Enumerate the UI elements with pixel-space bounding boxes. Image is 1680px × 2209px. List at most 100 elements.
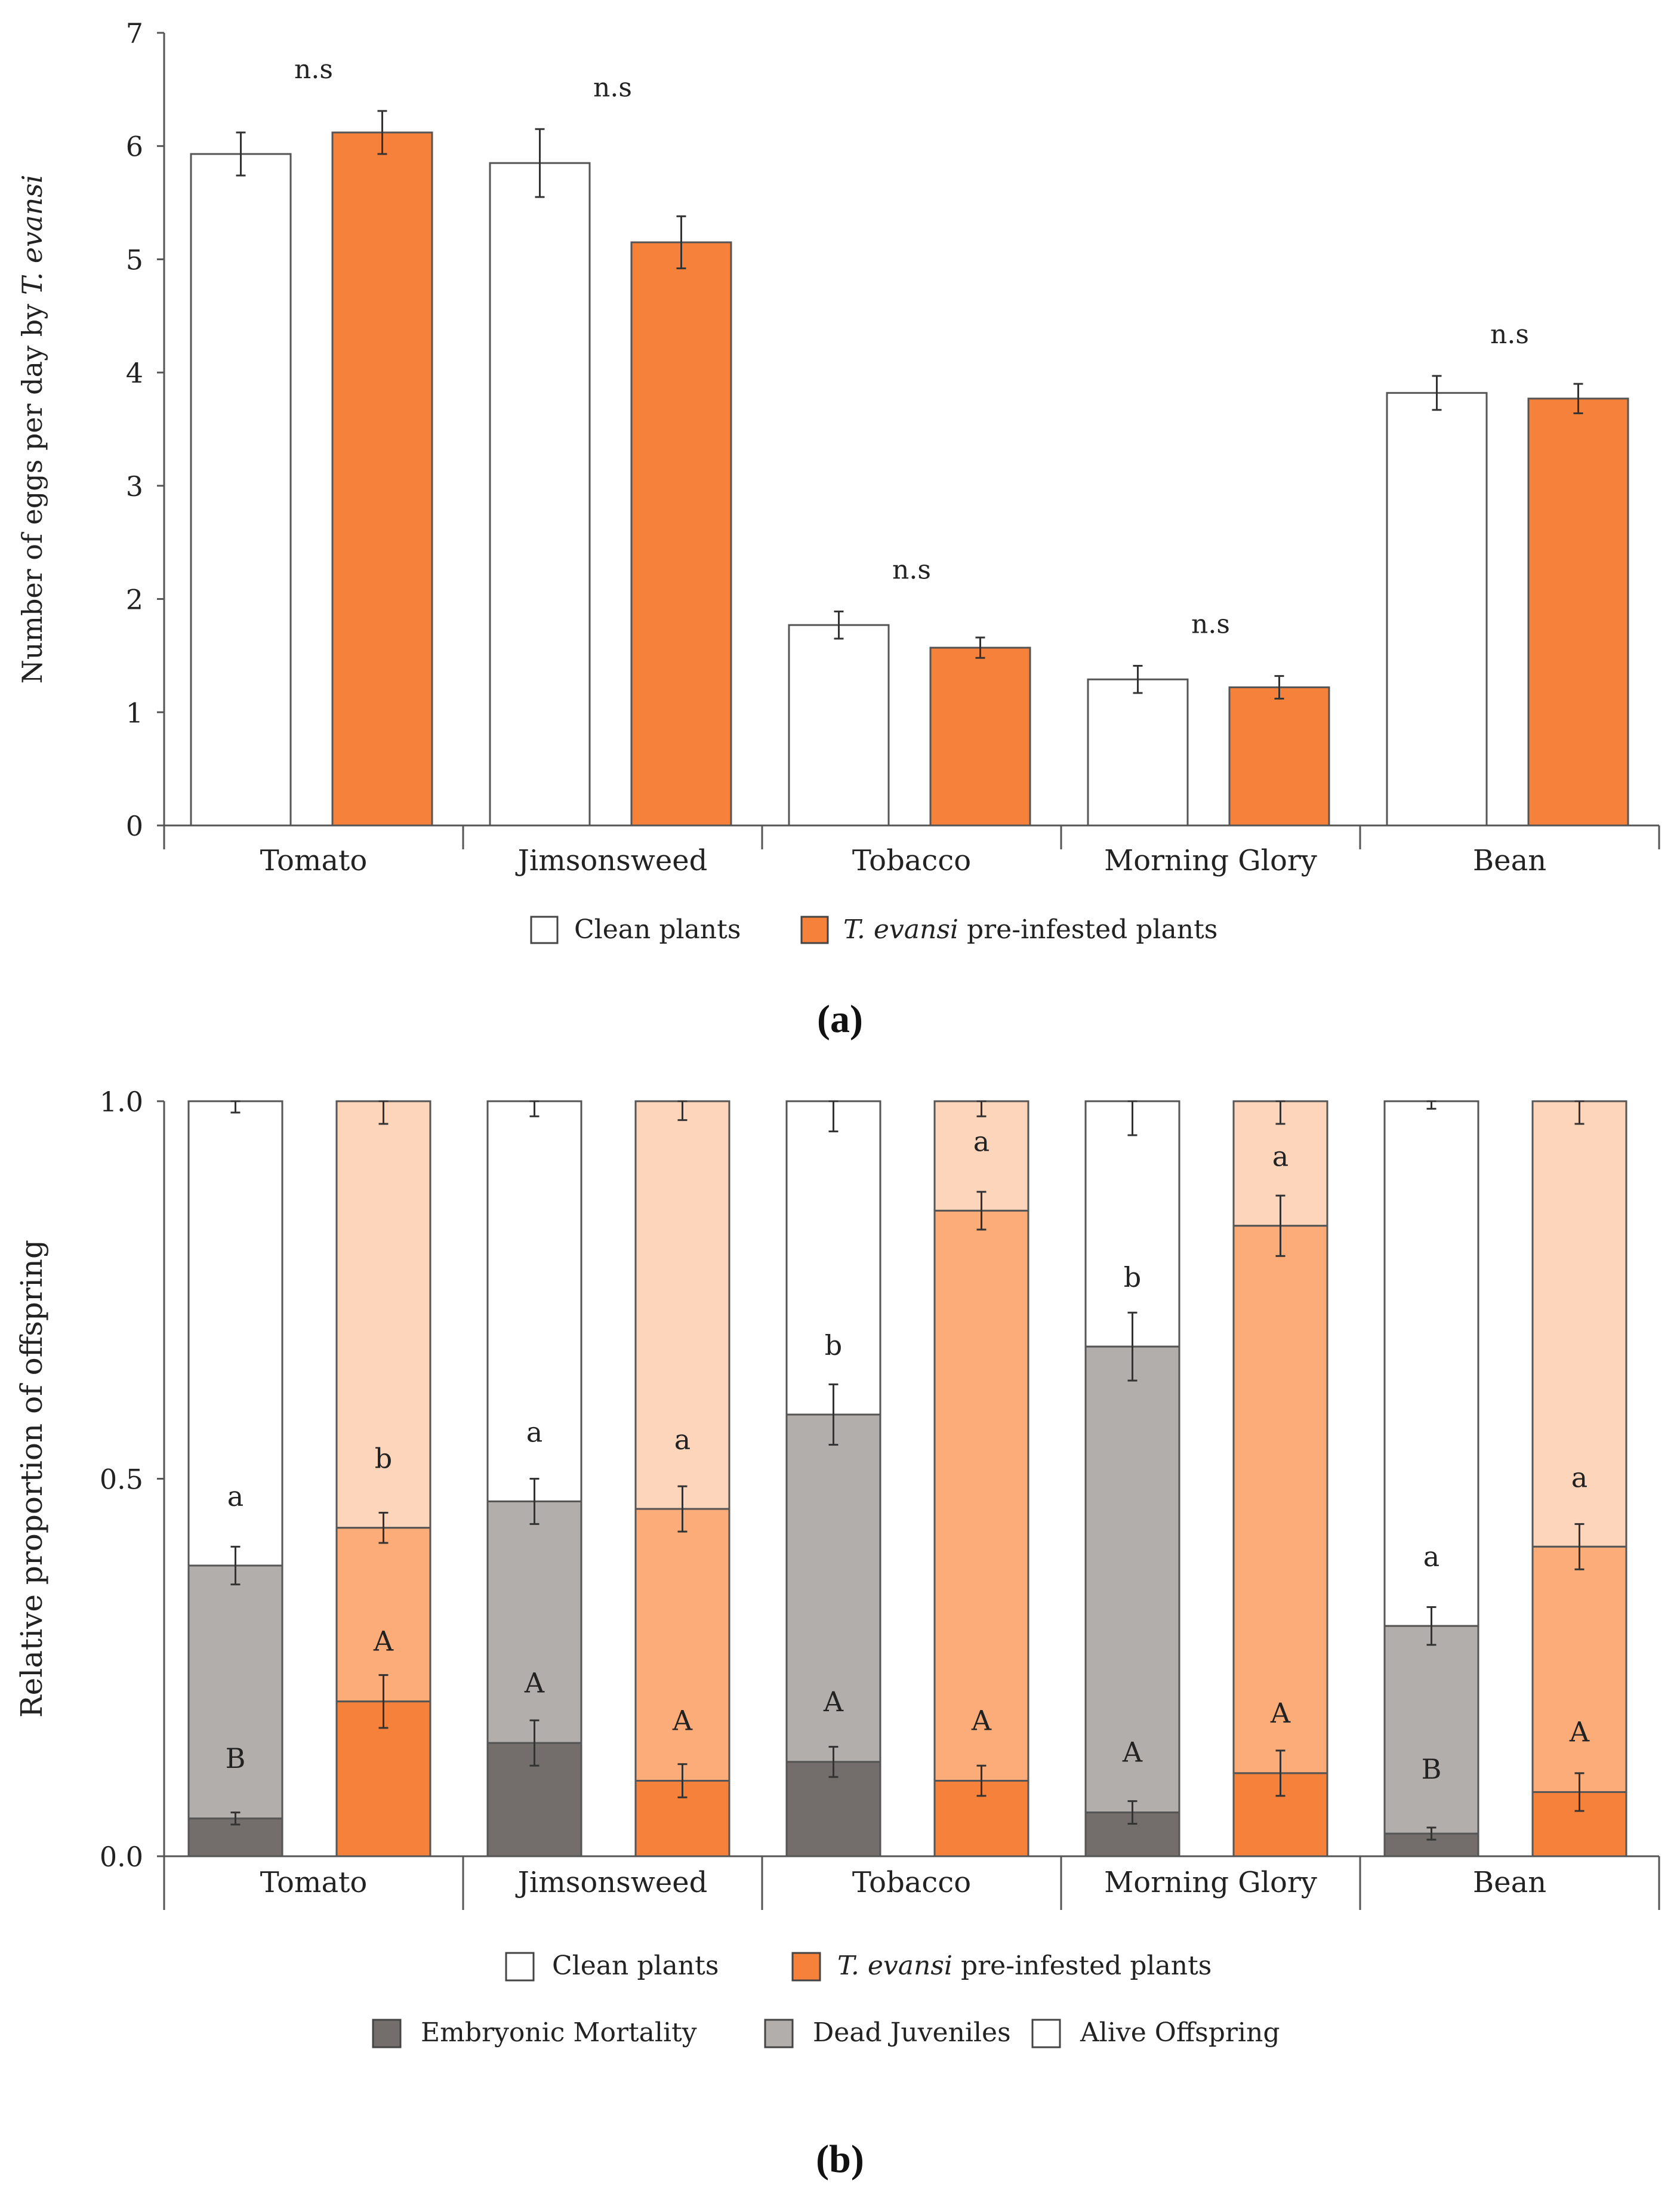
segment-dead-juveniles-clean bbox=[1383, 1625, 1479, 1835]
letter-lower: a bbox=[1423, 1541, 1439, 1573]
error-bar-embryonic bbox=[828, 1746, 839, 1778]
bar-clean bbox=[1087, 678, 1189, 827]
legend-infested-swatch bbox=[800, 916, 829, 944]
legend-clean-swatch bbox=[530, 916, 559, 944]
y-tick-label: 4 bbox=[126, 357, 143, 389]
legend-dead-juveniles-swatch bbox=[764, 2019, 794, 2048]
error-bar-embryonic bbox=[1275, 1749, 1286, 1797]
legend-dead-juveniles-label: Dead Juveniles bbox=[813, 2017, 1011, 2048]
error-bar-embryonic bbox=[677, 1763, 688, 1798]
error-bar-top bbox=[1574, 1100, 1585, 1125]
error-bar bbox=[535, 128, 545, 198]
chart-a: 0 1 2 3 4 5 6 7 Number of eggs per day by T. eva… bbox=[16, 17, 1660, 945]
bar-clean bbox=[788, 624, 890, 827]
letter-lower: a bbox=[1272, 1141, 1288, 1173]
segment-alive-infested bbox=[1531, 1100, 1627, 1548]
error-bar-top bbox=[529, 1100, 540, 1117]
letter-lower: a bbox=[1571, 1461, 1587, 1493]
bar-infested bbox=[331, 131, 433, 827]
x-tick-label: Jimsonsweed bbox=[515, 1866, 708, 1899]
letter-upper: A bbox=[1569, 1715, 1590, 1748]
letter-upper: B bbox=[1422, 1753, 1442, 1785]
significance-label: n.s bbox=[593, 72, 632, 103]
bar-infested bbox=[1228, 686, 1330, 827]
error-bar-top bbox=[828, 1100, 839, 1133]
error-bar-cumulative bbox=[230, 1545, 241, 1586]
error-bar-embryonic bbox=[1127, 1800, 1138, 1825]
bar-infested bbox=[1527, 398, 1629, 827]
error-bar bbox=[1573, 383, 1583, 414]
letter-lower: a bbox=[227, 1480, 243, 1512]
chart-b: 0.0 0.5 1.0 Relative proportion of offsprin… bbox=[14, 1086, 1660, 2048]
letter-upper: A bbox=[1122, 1736, 1143, 1769]
segment-dead-juveniles-infested bbox=[1232, 1225, 1328, 1774]
y-axis-label-species: T. evansi bbox=[16, 174, 48, 295]
segment-alive-infested bbox=[335, 1100, 431, 1529]
letter-upper: A bbox=[373, 1625, 394, 1657]
error-bar-top bbox=[230, 1100, 241, 1114]
error-bar-top bbox=[677, 1100, 688, 1122]
error-bar-cumulative bbox=[529, 1478, 540, 1525]
bar-infested bbox=[929, 646, 1031, 827]
y-tick-label: 1.0 bbox=[100, 1086, 143, 1118]
segment-alive-clean bbox=[1084, 1100, 1180, 1348]
x-tick-label: Jimsonsweed bbox=[515, 844, 708, 877]
segment-dead-juveniles-clean bbox=[1084, 1345, 1180, 1814]
legend-alive-swatch bbox=[1031, 2019, 1061, 2048]
x-tick-label: Tobacco bbox=[852, 1866, 971, 1899]
significance-label: n.s bbox=[892, 554, 931, 585]
error-bar-embryonic bbox=[529, 1719, 540, 1767]
letter-lower: a bbox=[526, 1416, 542, 1448]
error-bar bbox=[1432, 375, 1442, 411]
error-bar-cumulative bbox=[1574, 1523, 1585, 1570]
error-bar-cumulative bbox=[677, 1485, 688, 1533]
letter-upper: A bbox=[823, 1686, 844, 1718]
x-tick-label: Bean bbox=[1473, 1866, 1546, 1899]
x-tick-label: Tomato bbox=[260, 844, 368, 877]
legend-embryonic-label: Embryonic Mortality bbox=[421, 2017, 697, 2048]
segment-alive-clean bbox=[187, 1100, 283, 1567]
error-bar-embryonic bbox=[976, 1764, 987, 1797]
letter-lower: b bbox=[825, 1329, 842, 1361]
bar-clean bbox=[489, 162, 591, 827]
significance-label: n.s bbox=[294, 54, 333, 85]
error-bar-top bbox=[976, 1100, 987, 1117]
letter-lower: a bbox=[973, 1125, 989, 1157]
error-bar-top bbox=[1127, 1100, 1138, 1136]
bar-clean bbox=[190, 153, 292, 827]
segment-dead-juveniles-clean bbox=[486, 1500, 582, 1744]
letter-lower: b bbox=[375, 1443, 392, 1475]
error-bar-cumulative bbox=[1275, 1194, 1286, 1257]
y-tick-label: 5 bbox=[126, 244, 143, 276]
legend-infested-rest: pre-infested plants bbox=[958, 914, 1217, 945]
error-bar bbox=[834, 610, 844, 640]
y-axis-label: Relative proportion of offspring bbox=[14, 1240, 49, 1718]
error-bar-cumulative bbox=[1426, 1606, 1437, 1646]
legend-clean-swatch bbox=[505, 1952, 535, 1982]
x-tick-label: Bean bbox=[1473, 844, 1546, 877]
letter-upper: A bbox=[1270, 1697, 1291, 1729]
error-bar-top bbox=[1275, 1100, 1286, 1125]
caption-b-text: (b) bbox=[816, 2137, 864, 2181]
x-tick-label: Tomato bbox=[260, 1866, 368, 1899]
error-bar-top bbox=[1426, 1100, 1437, 1110]
legend-infested-species: T. evansi bbox=[843, 914, 958, 945]
error-bar-embryonic bbox=[378, 1674, 389, 1729]
error-bar bbox=[1274, 675, 1284, 700]
legend-infested-label: T. evansi pre-infested plants bbox=[843, 914, 1217, 945]
legend-infested-species: T. evansi bbox=[837, 1951, 952, 1981]
legend-infested-swatch bbox=[791, 1952, 821, 1982]
segment-dead-juveniles-infested bbox=[335, 1527, 431, 1703]
legend-infested-label: T. evansi pre-infested plants bbox=[837, 1951, 1212, 1981]
bar-infested bbox=[630, 241, 732, 827]
error-bar bbox=[975, 636, 985, 659]
x-tick-label: Tobacco bbox=[852, 844, 971, 877]
significance-label: n.s bbox=[1191, 609, 1230, 640]
segment-dead-juveniles-infested bbox=[933, 1209, 1029, 1782]
y-tick-label: 3 bbox=[126, 470, 143, 503]
y-tick-label: 1 bbox=[126, 697, 143, 729]
error-bar bbox=[676, 215, 686, 270]
y-tick-label: 7 bbox=[126, 17, 143, 50]
y-tick-label: 0.0 bbox=[100, 1841, 143, 1873]
error-bar-top bbox=[378, 1100, 389, 1125]
